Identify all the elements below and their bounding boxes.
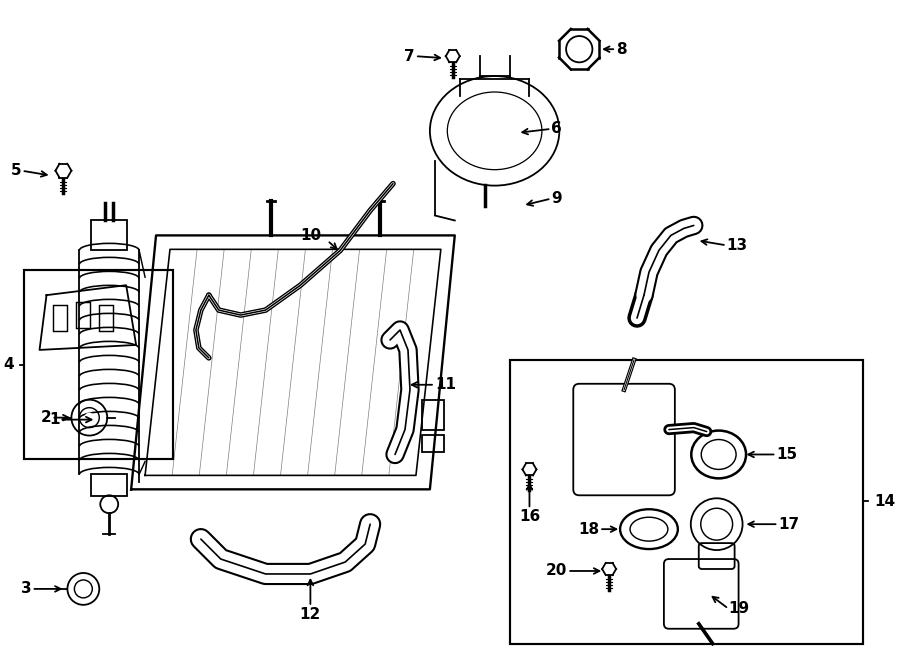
Bar — [422, 434, 444, 453]
Circle shape — [85, 412, 94, 422]
Bar — [422, 400, 444, 430]
Text: 13: 13 — [726, 238, 748, 253]
Text: 3: 3 — [21, 582, 32, 596]
Text: 4: 4 — [3, 358, 14, 372]
Text: 14: 14 — [874, 494, 896, 509]
Bar — [99, 305, 113, 331]
Text: 2: 2 — [40, 410, 51, 425]
Text: 9: 9 — [552, 191, 562, 206]
Text: 1: 1 — [49, 412, 59, 427]
Text: 5: 5 — [11, 163, 22, 178]
Text: 19: 19 — [729, 602, 750, 616]
Text: 7: 7 — [404, 49, 415, 63]
Bar — [91, 221, 127, 251]
Text: 12: 12 — [300, 607, 321, 622]
Text: 20: 20 — [546, 563, 567, 578]
Text: 17: 17 — [778, 517, 799, 531]
Text: 18: 18 — [578, 522, 599, 537]
Text: 8: 8 — [616, 42, 626, 57]
Text: 16: 16 — [518, 509, 540, 524]
Text: 6: 6 — [552, 122, 562, 136]
Text: 15: 15 — [777, 447, 797, 462]
Text: 10: 10 — [300, 228, 321, 243]
Bar — [76, 302, 90, 328]
Text: 11: 11 — [435, 377, 456, 392]
Bar — [509, 360, 863, 644]
Bar — [23, 270, 173, 459]
Bar — [53, 305, 68, 331]
Bar — [91, 475, 127, 496]
